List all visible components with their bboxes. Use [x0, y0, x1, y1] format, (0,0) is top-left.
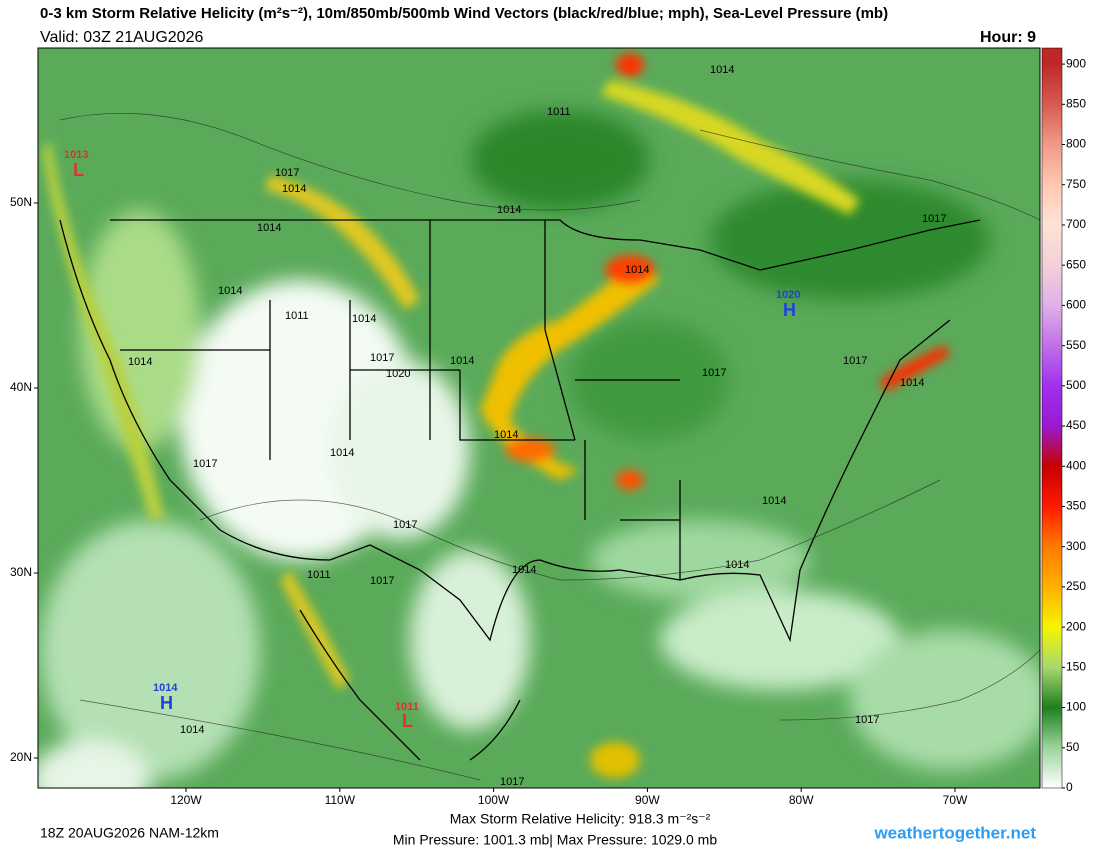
isobar-label: 1014 [282, 183, 306, 195]
colorbar-tick-label: 550 [1066, 338, 1086, 352]
isobar-label: 1014 [512, 564, 536, 576]
isobar-label: 1014 [180, 724, 204, 736]
lon-label: 110W [325, 793, 356, 807]
isobar-label: 1014 [450, 355, 474, 367]
colorbar-tick-label: 0 [1066, 780, 1073, 794]
colorbar-tick-label: 100 [1066, 700, 1086, 714]
isobar-label: 1017 [370, 575, 394, 587]
isobar-label: 1017 [500, 776, 524, 788]
colorbar-tick-label: 800 [1066, 137, 1086, 151]
isobar-label: 1020 [386, 368, 410, 380]
colorbar-tick-label: 700 [1066, 217, 1086, 231]
isobar-label: 1017 [370, 352, 394, 364]
isobar-label: 1014 [725, 559, 749, 571]
center-letter: L [73, 160, 84, 180]
isobar-label: 1017 [393, 519, 417, 531]
isobar-label: 1017 [275, 167, 299, 179]
helicity-field [38, 110, 1040, 788]
colorbar-tick-label: 450 [1066, 418, 1086, 432]
isobar-label: 1014 [128, 356, 152, 368]
isobar-label: 1014 [494, 429, 518, 441]
colorbar-tick-label: 200 [1066, 619, 1086, 633]
map-axes: 20N 30N 40N 50N 120W 110W 100W 90W 80W 70W [10, 195, 968, 807]
isobar-label: 1017 [193, 458, 217, 470]
center-letter: H [783, 300, 796, 320]
colorbar-tick-label: 50 [1066, 740, 1080, 754]
helicity-maxima [42, 53, 950, 778]
lat-label: 20N [10, 750, 32, 764]
lon-label: 120W [170, 793, 202, 807]
isobar-label: 1017 [922, 213, 946, 225]
isobar-label: 1017 [843, 355, 867, 367]
colorbar-tick-label: 900 [1066, 56, 1086, 70]
isobar-label: 1014 [900, 377, 924, 389]
map-frame [37, 47, 1041, 789]
map: 1014 1011 1017 1014 1014 1014 1017 1014 … [38, 48, 1040, 788]
lat-label: 30N [10, 565, 32, 579]
colorbar-tick-label: 250 [1066, 579, 1086, 593]
isobar-label: 1017 [855, 714, 879, 726]
isobar-label: 1014 [762, 495, 786, 507]
colorbar-tick-label: 150 [1066, 660, 1086, 674]
colorbar-tick-label: 350 [1066, 499, 1086, 513]
isobar-label: 1014 [497, 204, 521, 216]
colorbar-tick-label: 500 [1066, 378, 1086, 392]
center-value: 1014 [153, 682, 178, 694]
colorbar-tick-label: 400 [1066, 458, 1086, 472]
colorbar-tick-label: 600 [1066, 298, 1086, 312]
isobar-label: 1014 [352, 313, 376, 325]
isobar-label: 1017 [702, 367, 726, 379]
center-value: 1011 [395, 701, 419, 713]
colorbar-tick-label: 850 [1066, 96, 1086, 110]
isobars [59, 112, 1040, 781]
model-run: 18Z 20AUG2026 NAM-12km [40, 825, 219, 841]
valid-time: Valid: 03Z 21AUG2026 [40, 29, 203, 46]
isobar-label: 1011 [547, 106, 571, 118]
center-value: 1020 [776, 289, 800, 301]
lon-label: 80W [789, 793, 814, 807]
max-helicity: Max Storm Relative Helicity: 918.3 m⁻²s⁻… [450, 811, 711, 827]
lat-label: 40N [10, 380, 32, 394]
isobar-label: 1014 [710, 64, 734, 76]
isobar-label: 1014 [330, 447, 354, 459]
title: 0-3 km Storm Relative Helicity (m²s⁻²), … [40, 5, 888, 22]
isobar-label: 1011 [307, 569, 331, 581]
site-name: weathertogether.net [873, 823, 1036, 842]
colorbar-tick-label: 750 [1066, 177, 1086, 191]
pressure-centers: 1013 L 1020 H 1014 H 1011 L [64, 149, 800, 731]
colorbar-scale [1041, 47, 1063, 789]
colorbar: 0 50 100 150 200 250 300 350 400 450 500 550 600 650 7… [1041, 47, 1086, 794]
isobar-labels: 1014 1011 1017 1014 1014 1014 1017 1014 … [128, 64, 946, 788]
isobar-label: 1014 [218, 285, 242, 297]
borders [59, 219, 981, 761]
center-value: 1013 [64, 149, 88, 161]
isobar-label: 1011 [285, 310, 309, 322]
forecast-hour: Hour: 9 [980, 29, 1036, 46]
center-letter: H [160, 693, 173, 713]
isobar-label: 1014 [625, 264, 649, 276]
lon-label: 90W [635, 793, 660, 807]
pressure-range: Min Pressure: 1001.3 mb| Max Pressure: 1… [393, 832, 717, 848]
colorbar-tick-label: 300 [1066, 539, 1086, 553]
lon-label: 70W [943, 793, 968, 807]
center-letter: L [402, 711, 413, 731]
colorbar-tick-label: 650 [1066, 257, 1086, 271]
lat-label: 50N [10, 195, 32, 209]
lon-label: 100W [478, 793, 510, 807]
isobar-label: 1014 [257, 222, 281, 234]
